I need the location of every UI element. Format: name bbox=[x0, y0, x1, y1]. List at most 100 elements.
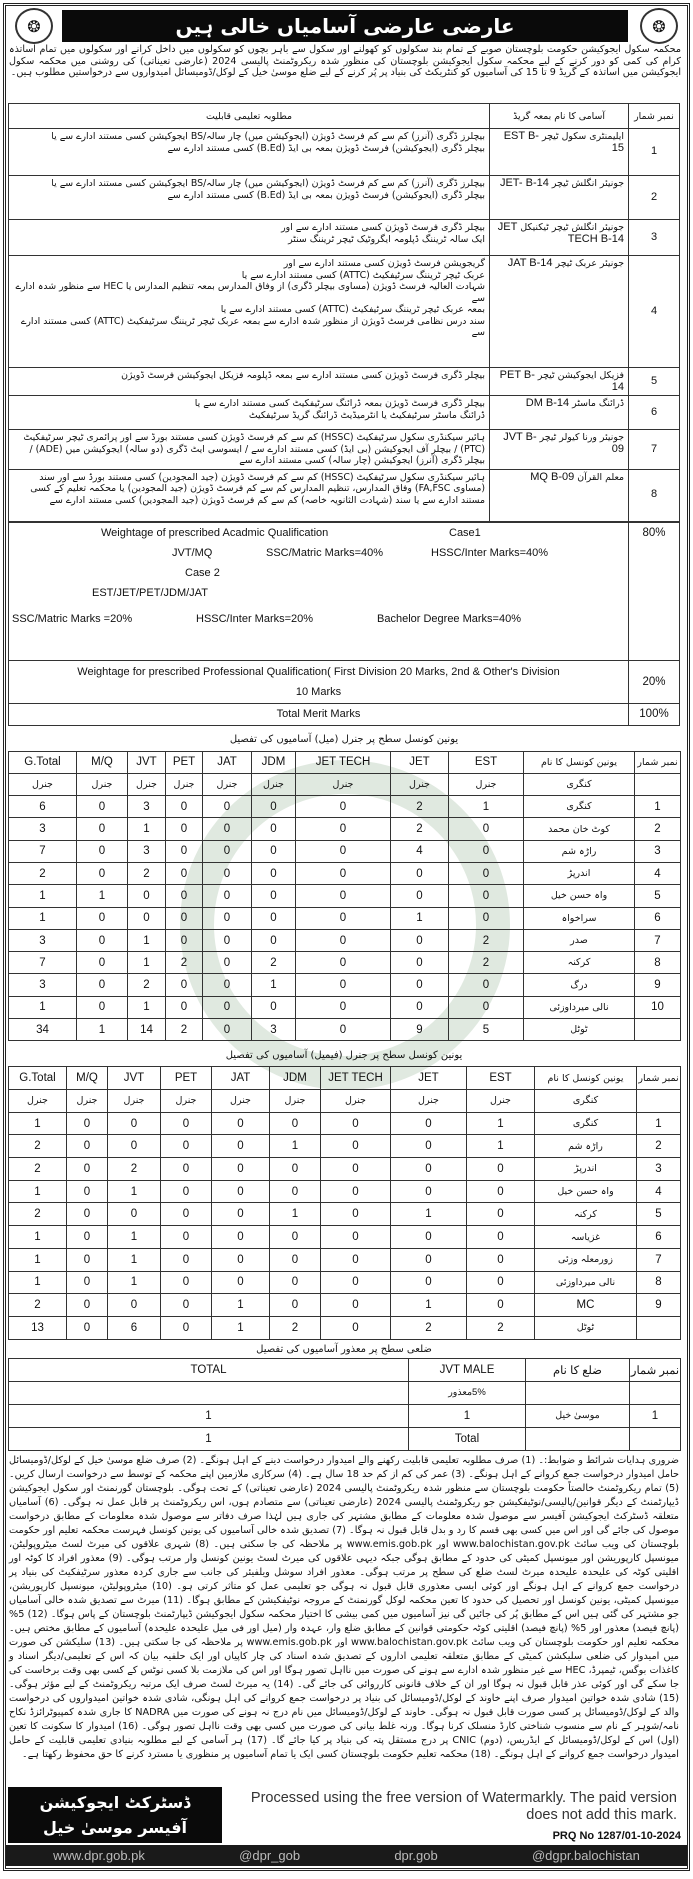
post-row: 2 جونیئر انگلش ٹیچر JET- B-14 بیچلرز ڈگری … bbox=[8, 175, 680, 220]
weightage-professional-row: Weightage for prescribed Professional Qu… bbox=[8, 659, 680, 704]
table-cell: 3 bbox=[8, 817, 77, 841]
post-name: ایلیمنٹری سکول ٹیچر bbox=[541, 131, 624, 142]
column-header: JET TECH bbox=[320, 1066, 391, 1091]
table-cell: 0 bbox=[76, 906, 128, 930]
union-council-name: درگ bbox=[523, 973, 635, 997]
subheader-cell: جنرل bbox=[320, 1089, 391, 1113]
post-name: جونیئر انگلش ٹیچر ٹیکنیکل bbox=[520, 222, 624, 233]
table-cell: 2 bbox=[636, 1134, 681, 1159]
table-cell: 0 bbox=[165, 928, 203, 953]
table-cell: 0 bbox=[295, 951, 391, 975]
column-header: EST bbox=[448, 750, 524, 774]
processing-watermark-notice: Processed using the free version of Wate… bbox=[250, 1790, 677, 1823]
table-cell: 0 bbox=[76, 973, 128, 997]
table-cell: 2 bbox=[251, 951, 296, 975]
table-cell: 2 bbox=[466, 1315, 535, 1340]
post-serial: 6 bbox=[628, 395, 680, 430]
table-cell: 0 bbox=[202, 973, 252, 997]
table-cell: 0 bbox=[165, 884, 203, 908]
post-name-cell: ڈرائنگ ماسٹر DM B-14 bbox=[489, 395, 629, 430]
table-cell: 8 bbox=[636, 1270, 681, 1295]
header-qualification: مطلوبہ تعلیمی قابلیت bbox=[8, 103, 490, 129]
subheader-cell bbox=[8, 1380, 409, 1405]
subheader-cell: کنگری bbox=[523, 772, 635, 797]
column-header: JVT bbox=[107, 1066, 161, 1091]
case1-posts: JVT/MQ bbox=[172, 546, 213, 559]
table-cell: 3 bbox=[636, 1157, 681, 1181]
table-cell: 2 bbox=[448, 951, 524, 975]
qualification-line: بیچلرز ڈگری (آنرز) کم سے کم فرسٹ ڈویژن (… bbox=[51, 131, 485, 142]
union-council-name: راڑہ شم bbox=[534, 1134, 637, 1159]
table-cell: 0 bbox=[320, 1111, 391, 1136]
table-cell: 0 bbox=[66, 1315, 108, 1340]
table-cell: 13 bbox=[8, 1315, 67, 1340]
table-cell: 0 bbox=[269, 1157, 321, 1181]
table-cell: 2 bbox=[390, 795, 449, 819]
table-cell: 0 bbox=[448, 973, 524, 997]
posts-table: نمبر شمار آسامی کا نام بمعہ گریڈ مطلوبہ … bbox=[8, 103, 680, 522]
prq-number: PRQ No 1287/01-10-2024 bbox=[552, 1830, 681, 1842]
table-cell: 0 bbox=[448, 861, 524, 886]
table-cell: 34 bbox=[8, 1018, 77, 1042]
table-cell: 10 bbox=[634, 995, 681, 1020]
table-cell: 0 bbox=[160, 1179, 212, 1204]
subheader-cell: جنرل bbox=[269, 1089, 321, 1113]
table-cell: 1 bbox=[8, 1179, 67, 1204]
table-cell: 0 bbox=[269, 1179, 321, 1204]
post-qualification: بیچلر ڈگری فرسٹ ڈویژن کسی مستند ادارے سے… bbox=[8, 367, 490, 396]
post-code: PET B-14 bbox=[499, 369, 624, 393]
table-row: 6 غزیاسہ 0 0 0 0 0 0 1 0 1 bbox=[8, 1225, 681, 1249]
post-row: 4 جونیئر عربک ٹیچر JAT B-14 گریجویشن فرسٹ … bbox=[8, 255, 680, 368]
weightage-table: Weightage of prescribed Acadmic Qualific… bbox=[8, 521, 680, 726]
table-cell: 1 bbox=[408, 1403, 526, 1428]
table-cell: 6 bbox=[634, 906, 681, 930]
table-cell: 1 bbox=[8, 1247, 67, 1272]
table-row: 5 واہ حسن خیل 0 0 0 0 0 0 0 1 1 bbox=[8, 884, 681, 908]
union-council-name: کنگری bbox=[523, 795, 635, 819]
post-name-cell: جونیئر ورنا کیولر ٹیچر JVT B-09 bbox=[489, 429, 629, 470]
table-cell: 0 bbox=[320, 1134, 391, 1159]
table-cell: 0 bbox=[390, 861, 449, 886]
table-cell: 0 bbox=[211, 1179, 270, 1204]
page-title: عارضی عارضی آسامیاں خالی ہیں bbox=[62, 10, 628, 42]
qualification-line: بیچلرز ڈگری (آنرز) کم سے کم فرسٹ ڈویژن (… bbox=[51, 178, 485, 189]
column-header: JET TECH bbox=[295, 750, 391, 774]
column-header: یونین کونسل کا نام bbox=[523, 750, 635, 774]
qualification-line: بمعہ عربک ٹیچر ٹریننگ سرٹیفکیٹ (ATTC) کس… bbox=[220, 304, 485, 315]
table-cell: 0 bbox=[390, 928, 449, 953]
table-cell: 0 bbox=[269, 1111, 321, 1136]
table-row: 2 راڑہ شم 1 0 0 1 0 0 0 0 2 bbox=[8, 1134, 681, 1159]
table-cell: 1 bbox=[8, 1403, 409, 1428]
male-table-caption: یونین کونسل سطح پر جنرل (میل) آسامیوں کی… bbox=[229, 733, 459, 745]
instructions-paragraph: ضروری ہدایات شرائط و ضوابط:۔ (1) صرف مطل… bbox=[9, 1454, 680, 1760]
union-council-name: اندرپڑ bbox=[523, 861, 635, 886]
column-header: M/Q bbox=[76, 750, 128, 774]
post-name: فزیکل ایجوکیشن ٹیچر bbox=[537, 370, 624, 381]
table-cell: 9 bbox=[634, 973, 681, 997]
table-cell: 0 bbox=[165, 906, 203, 930]
table-cell: 1 bbox=[269, 1134, 321, 1159]
column-header: G.Total bbox=[8, 750, 77, 774]
post-code: DM B-14 bbox=[525, 397, 570, 409]
table-cell: 0 bbox=[165, 839, 203, 863]
table-cell: 3 bbox=[634, 839, 681, 863]
union-council-name: MC bbox=[534, 1293, 637, 1317]
union-council-name: سراخواہ bbox=[523, 906, 635, 930]
post-row: 6 ڈرائنگ ماسٹر DM B-14 بیچلر ڈگری فرسٹ ڈوی… bbox=[8, 395, 680, 430]
footer-twitter: @dpr_gob bbox=[239, 1848, 301, 1863]
table-cell: 1 bbox=[390, 906, 449, 930]
post-serial: 7 bbox=[628, 429, 680, 470]
balochistan-emblem-icon: ❂ bbox=[640, 8, 678, 44]
table-cell: 0 bbox=[107, 1293, 161, 1317]
qualification-line: بیچلر ڈگری فرسٹ ڈویژن کسی مستند ادارے سے… bbox=[281, 222, 485, 233]
table-cell: 2 bbox=[634, 817, 681, 841]
table-cell: 0 bbox=[66, 1247, 108, 1272]
table-cell: 9 bbox=[390, 1018, 449, 1042]
table-cell: 0 bbox=[66, 1111, 108, 1136]
post-name: جونیئر ورنا کیولر ٹیچر bbox=[539, 432, 624, 443]
table-cell: 0 bbox=[448, 884, 524, 908]
union-council-name: ٹوٹل bbox=[534, 1315, 637, 1340]
post-row: 1 ایلیمنٹری سکول ٹیچر EST B-15 بیچلرز ڈگری… bbox=[8, 128, 680, 176]
table-cell: 1 bbox=[8, 884, 77, 908]
table-cell: 0 bbox=[211, 1134, 270, 1159]
